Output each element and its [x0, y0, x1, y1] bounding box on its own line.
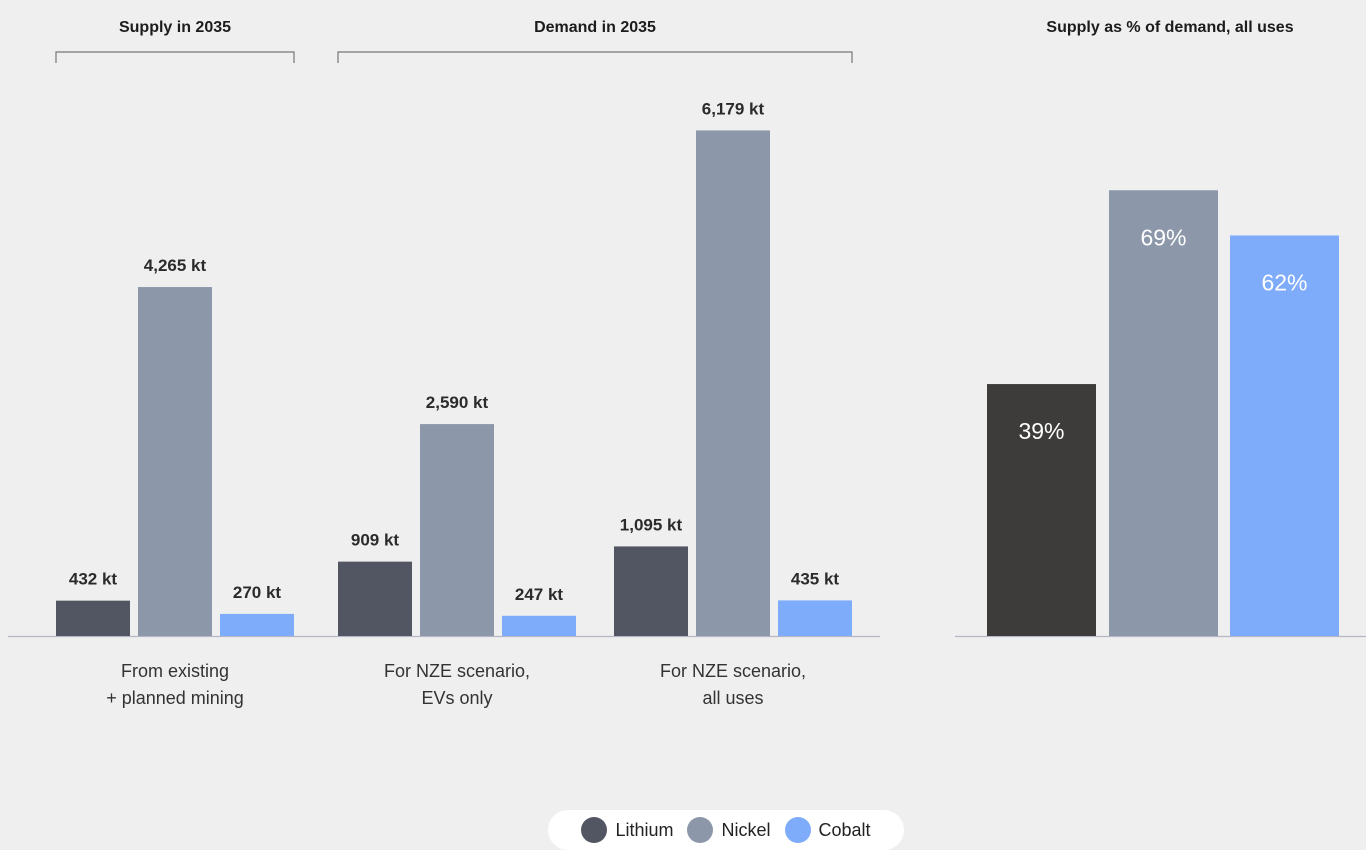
- data-label-nickel-cat1: 4,265 kt: [144, 256, 207, 275]
- bar-lithium-cat2: [338, 561, 412, 636]
- bar-nickel-cat3: [696, 130, 770, 637]
- data-label-nickel-cat2: 2,590 kt: [426, 393, 489, 412]
- legend-swatch-cobalt: [784, 817, 811, 843]
- bar-cobalt-cat3: [778, 600, 852, 636]
- chart-title-right: Supply as % of demand, all uses: [1046, 19, 1293, 36]
- category-label-cat3-line1: For NZE scenario,: [660, 661, 806, 681]
- bar-cobalt-cat1: [220, 613, 294, 636]
- group-heading-supply-in-2035: Supply in 2035: [119, 19, 231, 36]
- legend-swatch-nickel: [687, 817, 714, 843]
- pct-bar-nickel: [1109, 190, 1218, 636]
- data-label-lithium-cat1: 432 kt: [69, 570, 118, 589]
- legend: Lithium Nickel Cobalt: [548, 810, 904, 850]
- bar-nickel-cat2: [420, 424, 494, 636]
- category-label-cat1-line2: + planned mining: [106, 688, 244, 708]
- pct-label-cobalt: 62%: [1261, 269, 1307, 295]
- bar-lithium-cat1: [56, 600, 130, 636]
- category-label-cat1-line1: From existing: [121, 661, 229, 681]
- pct-label-lithium: 39%: [1018, 418, 1064, 444]
- data-label-cobalt-cat3: 435 kt: [791, 569, 840, 588]
- category-label-cat2-line1: For NZE scenario,: [384, 661, 530, 681]
- legend-label-lithium: Lithium: [615, 819, 674, 840]
- group-heading-demand-in-2035: Demand in 2035: [534, 19, 656, 36]
- data-label-lithium-cat2: 909 kt: [351, 531, 400, 550]
- bar-lithium-cat3: [614, 546, 688, 636]
- data-label-cobalt-cat2: 247 kt: [515, 585, 564, 604]
- legend-swatch-lithium: [581, 817, 608, 843]
- pct-label-nickel: 69%: [1140, 224, 1186, 250]
- group-bracket-supply-in-2035: [55, 51, 295, 63]
- legend-label-cobalt: Cobalt: [818, 819, 871, 840]
- category-label-cat3-line2: all uses: [702, 688, 763, 708]
- bar-nickel-cat1: [138, 287, 212, 636]
- data-label-nickel-cat3: 6,179 kt: [702, 99, 765, 118]
- pct-bar-cobalt: [1230, 235, 1339, 637]
- legend-item-nickel: Nickel: [687, 817, 771, 843]
- legend-item-cobalt: Cobalt: [784, 817, 871, 843]
- bar-cobalt-cat2: [502, 615, 576, 636]
- legend-item-lithium: Lithium: [581, 817, 673, 843]
- data-label-lithium-cat3: 1,095 kt: [620, 515, 683, 534]
- category-label-cat2-line2: EVs only: [421, 688, 492, 708]
- data-label-cobalt-cat1: 270 kt: [233, 583, 282, 602]
- legend-label-nickel: Nickel: [721, 819, 771, 840]
- pct-bar-lithium: [987, 384, 1096, 636]
- group-bracket-demand-in-2035: [337, 51, 853, 63]
